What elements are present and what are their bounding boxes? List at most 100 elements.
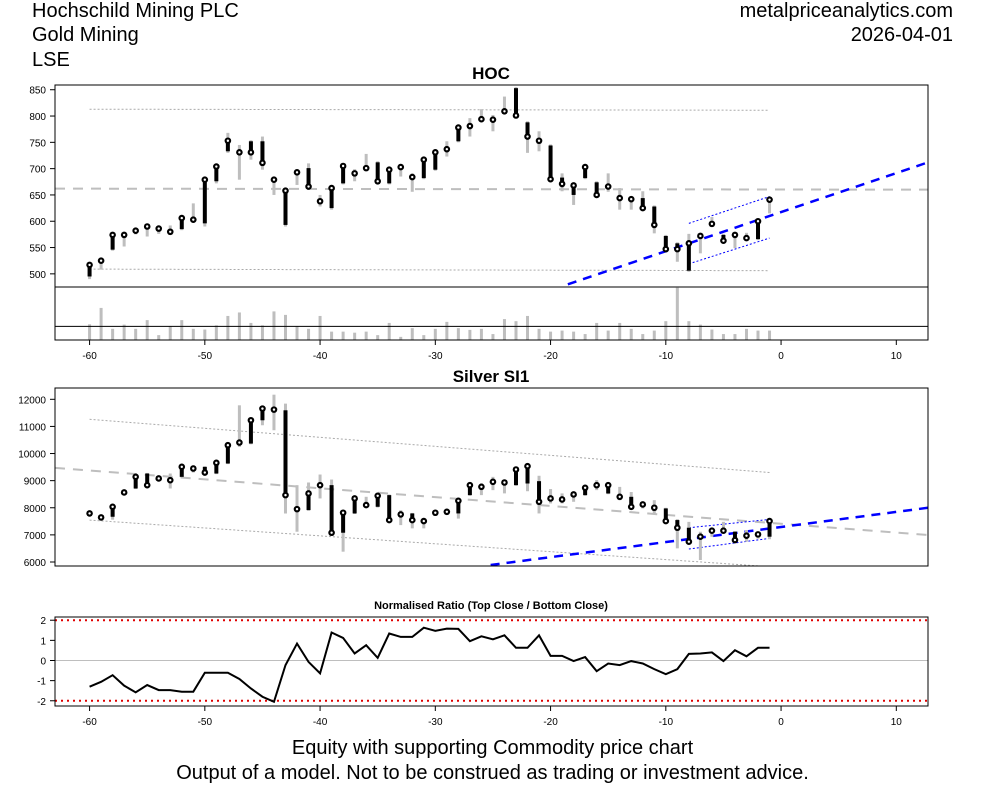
y-axis: 500 550 600 650 700 750 800 850 <box>29 86 55 281</box>
close-marker-center <box>226 139 230 142</box>
range-upper-line <box>89 108 770 111</box>
close-marker-center <box>606 185 610 188</box>
ratio-line <box>89 626 770 704</box>
close-marker-center <box>457 499 460 502</box>
close-marker-center <box>468 483 472 487</box>
candle-body <box>421 159 426 179</box>
hoc-candle <box>455 124 462 143</box>
candle-body <box>352 498 357 514</box>
candle-body <box>583 167 588 179</box>
close-marker-center <box>583 486 587 490</box>
hoc-candle <box>143 223 151 237</box>
silver-candle <box>489 476 497 491</box>
silver-candle <box>466 481 474 496</box>
hoc-candle <box>766 196 773 214</box>
close-marker-center <box>699 234 702 238</box>
candle-body <box>214 462 219 474</box>
footer-disclaimer: Output of a model. Not to be construed a… <box>176 762 809 784</box>
close-marker-center <box>399 165 402 169</box>
y-tick-label: 550 <box>29 244 46 255</box>
silver-candle <box>650 500 658 514</box>
close-marker-center <box>722 239 725 242</box>
candle-body <box>110 234 115 250</box>
silver-candle <box>547 489 554 504</box>
candle-body <box>329 188 334 209</box>
close-marker-center <box>295 507 299 511</box>
close-marker-center <box>480 485 483 489</box>
y-tick-label: 750 <box>29 138 46 149</box>
close-marker-center <box>699 535 702 538</box>
close-marker-center <box>192 218 195 221</box>
y-tick-label: 600 <box>29 217 46 228</box>
silver-candle <box>697 531 704 561</box>
silver-plot-frame <box>54 387 929 567</box>
candle-body <box>248 420 253 444</box>
y-tick-label: 650 <box>29 191 46 202</box>
silver-candle <box>293 485 301 532</box>
hoc-candle <box>558 173 566 192</box>
candle-body <box>467 485 472 496</box>
close-marker-center <box>583 165 587 169</box>
close-marker-center <box>514 468 518 471</box>
y-tick-label: -2 <box>37 697 46 708</box>
silver-candle <box>189 465 197 473</box>
close-marker-center <box>572 493 575 496</box>
close-marker-center <box>411 175 414 179</box>
silver-candle <box>385 494 393 524</box>
close-marker-center <box>468 124 472 128</box>
candle-body <box>214 166 219 182</box>
y-tick-label: 1 <box>40 636 46 647</box>
x-tick-label: -40 <box>313 717 328 728</box>
hoc-candle <box>339 162 347 185</box>
silver-candle <box>455 497 462 519</box>
close-marker-center <box>353 172 356 175</box>
close-marker-center <box>203 471 207 474</box>
close-marker-center <box>422 158 425 161</box>
hoc-candle <box>478 109 485 123</box>
candle-body <box>341 512 346 533</box>
close-marker-center <box>434 151 437 154</box>
x-tick-label: -20 <box>543 717 558 728</box>
hoc-candle <box>535 131 543 152</box>
candle-body <box>283 410 288 496</box>
close-marker-center <box>733 233 737 237</box>
hoc-candle <box>86 261 93 280</box>
y-tick-label: 11000 <box>19 422 47 433</box>
hoc-candle <box>293 169 301 185</box>
y-tick-label: 800 <box>29 112 46 123</box>
volume-panel-frame <box>54 286 929 341</box>
hoc-candle <box>512 87 520 119</box>
candle-body <box>767 521 772 537</box>
close-marker-center <box>537 500 541 503</box>
y-tick-label: 10000 <box>18 450 46 461</box>
ratio-title: Normalised Ratio (Top Close / Bottom Clo… <box>374 600 608 612</box>
hoc-candle <box>501 96 508 115</box>
close-marker-center <box>595 193 598 197</box>
close-marker-center <box>261 407 264 410</box>
candle-body <box>456 500 461 514</box>
close-marker-center <box>676 247 679 251</box>
close-marker-center <box>88 512 91 515</box>
candle-body <box>375 162 380 182</box>
silver-candle <box>362 496 370 509</box>
close-marker-center <box>226 444 230 447</box>
hoc-candle <box>420 156 428 180</box>
close-marker-center <box>399 513 402 516</box>
x-tick-label: 0 <box>778 351 784 362</box>
close-marker-center <box>145 483 149 487</box>
x-tick-label: -60 <box>82 717 97 728</box>
y-tick-label: -1 <box>37 677 46 688</box>
close-marker-center <box>99 516 103 519</box>
y-tick-label: 7000 <box>24 531 47 542</box>
close-marker-center <box>249 419 253 422</box>
candle-body <box>387 169 392 184</box>
candle-body <box>756 221 761 240</box>
close-marker-center <box>192 467 195 470</box>
x-tick-label: -60 <box>82 351 97 362</box>
hoc-candle <box>616 188 624 210</box>
close-marker-center <box>261 161 264 165</box>
silver-candle <box>178 463 186 478</box>
silver-candle <box>236 405 243 447</box>
silver-candle <box>708 527 716 537</box>
candle-body <box>663 508 668 522</box>
